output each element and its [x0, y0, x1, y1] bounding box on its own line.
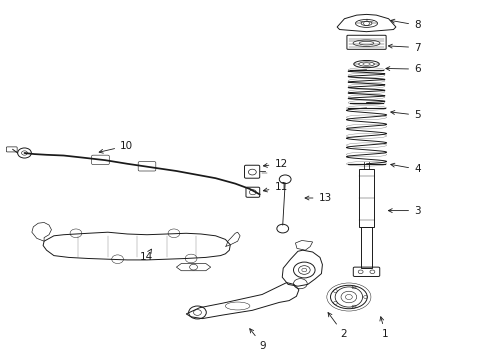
- Text: 5: 5: [391, 110, 421, 120]
- Text: 14: 14: [140, 249, 153, 262]
- Text: 13: 13: [305, 193, 332, 203]
- Text: 9: 9: [250, 329, 267, 351]
- Text: 7: 7: [389, 42, 421, 53]
- Text: 4: 4: [391, 163, 421, 174]
- Text: 8: 8: [391, 19, 421, 30]
- Text: 2: 2: [328, 312, 347, 339]
- Text: 1: 1: [380, 317, 389, 339]
- Text: 10: 10: [99, 141, 133, 153]
- Text: 6: 6: [386, 64, 421, 74]
- Text: 12: 12: [264, 159, 288, 169]
- Text: 11: 11: [263, 182, 288, 192]
- Text: 3: 3: [389, 206, 421, 216]
